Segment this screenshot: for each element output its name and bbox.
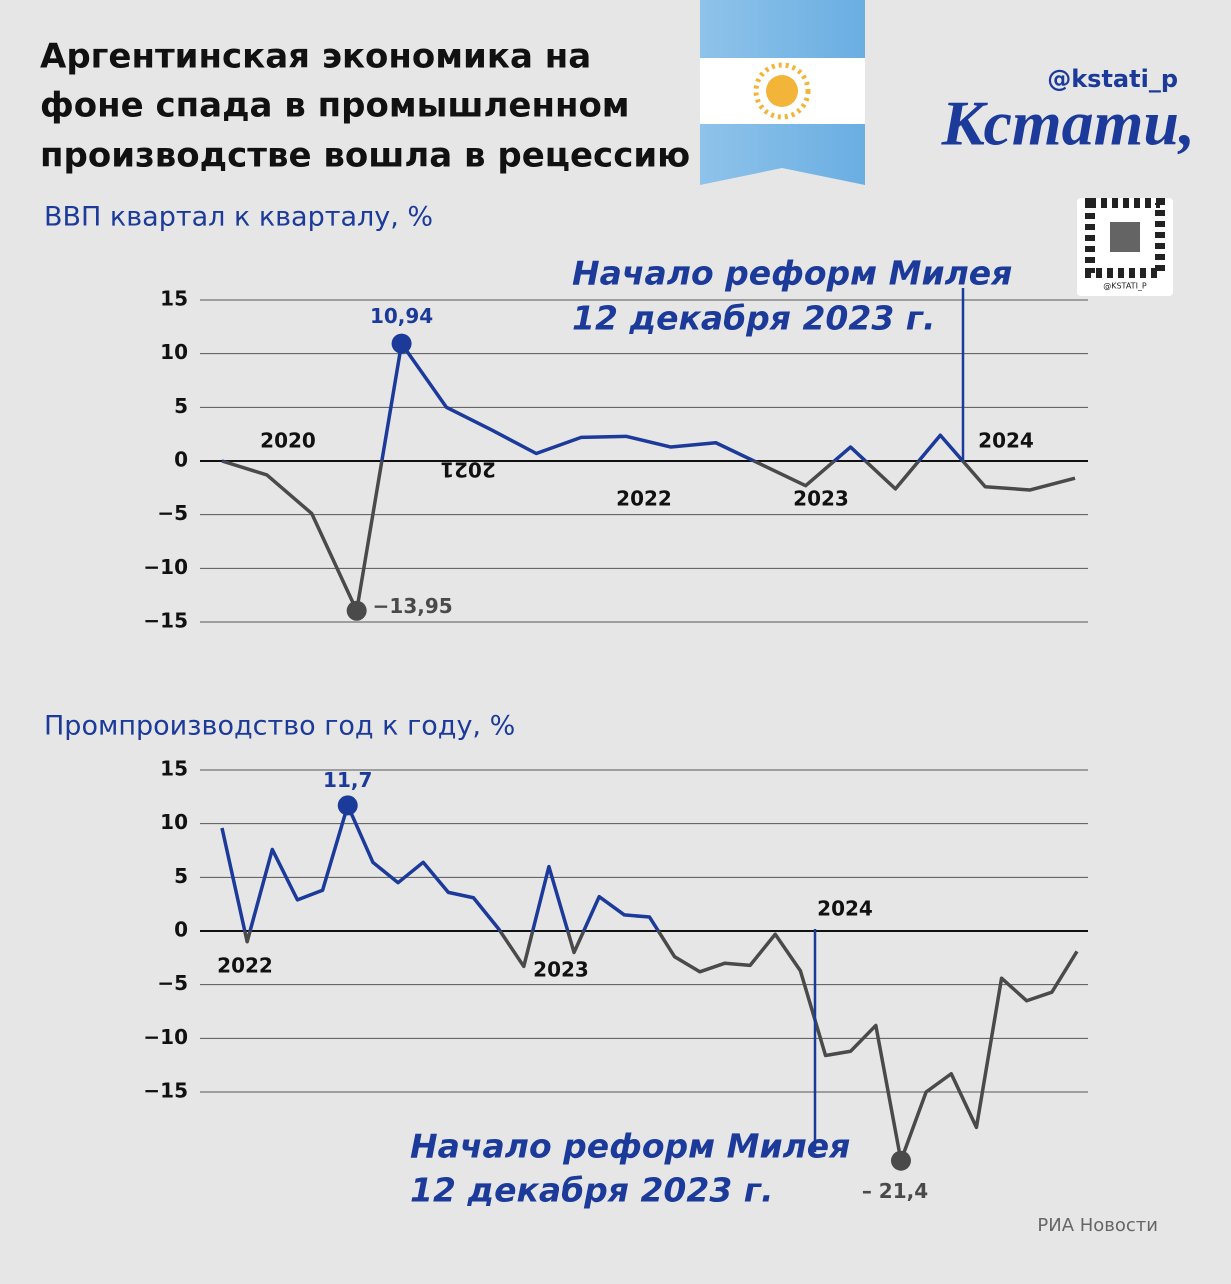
year-label: 2024 (817, 897, 873, 921)
point-marker (346, 600, 367, 621)
point-marker (391, 333, 412, 354)
y-tick-label: −10 (143, 555, 188, 579)
chart-title: ВВП квартал к кварталу, % (44, 202, 433, 233)
year-label: 2020 (260, 429, 316, 453)
year-label: 2024 (978, 429, 1034, 453)
handle: @kstati_p (1047, 65, 1178, 93)
title-line: производстве вошла в рецессию (40, 136, 690, 176)
value-label: −13,95 (373, 594, 453, 618)
annotation: Начало реформ Милея (572, 254, 1012, 293)
y-tick-label: −5 (157, 501, 188, 525)
qr-caption: @KSTATI_P (1103, 282, 1147, 291)
title-line: фоне спада в промышленном (40, 86, 630, 126)
year-label: 2023 (533, 958, 589, 982)
data-line-negative (221, 461, 1076, 613)
logo: Кстати, (941, 88, 1195, 159)
y-tick-label: −15 (143, 609, 188, 633)
source: РИА Новости (1037, 1215, 1158, 1236)
y-tick-label: 5 (174, 864, 188, 888)
value-label: 10,94 (370, 304, 433, 328)
data-line-positive (222, 341, 966, 461)
value-label: – 21,4 (862, 1179, 928, 1203)
value-label: 11,7 (323, 768, 372, 792)
year-label: 2023 (793, 487, 849, 511)
y-tick-label: 10 (160, 340, 188, 364)
y-tick-label: 5 (174, 394, 188, 418)
point-marker (890, 1150, 911, 1171)
flag (700, 0, 865, 185)
data-line-positive (220, 803, 661, 931)
chart-title: Промпроизводство год к году, % (44, 711, 515, 742)
y-tick-label: 15 (160, 757, 188, 781)
annotation: Начало реформ Милея (410, 1127, 850, 1166)
year-label: 2021 (440, 458, 496, 482)
title-line: Аргентинская экономика на (40, 37, 591, 77)
title: Аргентинская экономика на фоне спада в п… (40, 37, 690, 176)
y-tick-label: 15 (160, 287, 188, 311)
y-tick-label: −5 (157, 971, 188, 995)
data-line-negative (242, 931, 1079, 1163)
y-tick-label: 10 (160, 810, 188, 834)
y-tick-label: 0 (174, 918, 188, 942)
year-label: 2022 (217, 954, 273, 978)
year-label: 2022 (616, 487, 672, 511)
y-tick-label: −10 (143, 1025, 188, 1049)
qr-code: @KSTATI_P (1077, 198, 1173, 296)
y-tick-label: 0 (174, 448, 188, 472)
annotation: 12 декабря 2023 г. (572, 299, 936, 338)
y-tick-label: −15 (143, 1079, 188, 1103)
annotation: 12 декабря 2023 г. (410, 1171, 774, 1210)
point-marker (337, 795, 358, 816)
